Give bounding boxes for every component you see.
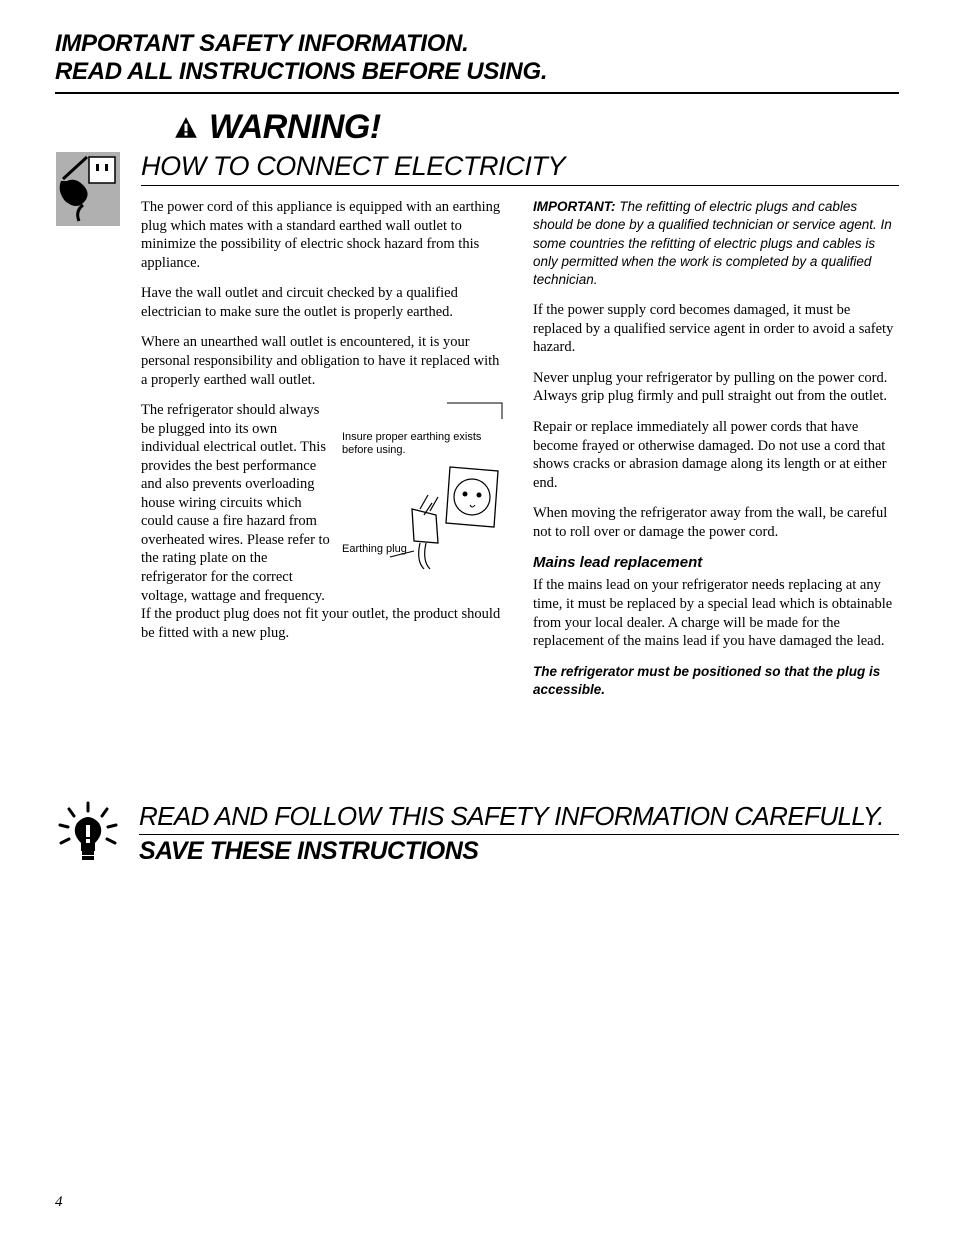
right-p2: Never unplug your refrigerator by pullin… [533, 369, 899, 406]
important-note: IMPORTANT: The refitting of electric plu… [533, 198, 899, 289]
figure-label-bottom: Earthing plug [342, 543, 507, 556]
section-title: HOW TO CONNECT ELECTRICITY [141, 151, 899, 186]
main-section: HOW TO CONNECT ELECTRICITY The power cor… [55, 151, 899, 711]
content-columns: The power cord of this appliance is equi… [141, 198, 899, 711]
important-label: IMPORTANT: [533, 199, 616, 214]
warning-text: WARNING! [209, 108, 381, 147]
right-p1: If the power supply cord becomes damaged… [533, 301, 899, 357]
left-p3: Where an unearthed wall outlet is encoun… [141, 333, 507, 389]
header-line-1: IMPORTANT SAFETY INFORMATION. [55, 30, 469, 57]
lightbulb-alert-icon [55, 801, 121, 872]
mains-lead-subhead: Mains lead replacement [533, 553, 899, 572]
page-number: 4 [55, 1194, 63, 1211]
left-column: The power cord of this appliance is equi… [141, 198, 507, 711]
footer-line-1: READ AND FOLLOW THIS SAFETY INFORMATION … [139, 801, 899, 835]
header-line-2: READ ALL INSTRUCTIONS BEFORE USING. [55, 58, 547, 85]
warning-heading: WARNING! [173, 108, 899, 147]
positioning-note: The refrigerator must be positioned so t… [533, 663, 899, 699]
footer-line-2: SAVE THESE INSTRUCTIONS [139, 837, 899, 866]
right-p4: When moving the refrigerator away from t… [533, 504, 899, 541]
page-header: IMPORTANT SAFETY INFORMATION. READ ALL I… [55, 30, 899, 94]
right-p3: Repair or replace immediately all power … [533, 418, 899, 492]
left-p2: Have the wall outlet and circuit checked… [141, 284, 507, 321]
right-column: IMPORTANT: The refitting of electric plu… [533, 198, 899, 711]
footer-section: READ AND FOLLOW THIS SAFETY INFORMATION … [55, 801, 899, 872]
warning-triangle-icon [173, 115, 199, 141]
earthing-plug-figure: Insure proper earthing exists before usi… [342, 401, 507, 585]
figure-label-top: Insure proper earthing exists before usi… [342, 431, 507, 457]
right-p5: If the mains lead on your refrigerator n… [533, 576, 899, 650]
left-p1: The power cord of this appliance is equi… [141, 198, 507, 272]
plug-outlet-icon [55, 151, 121, 711]
